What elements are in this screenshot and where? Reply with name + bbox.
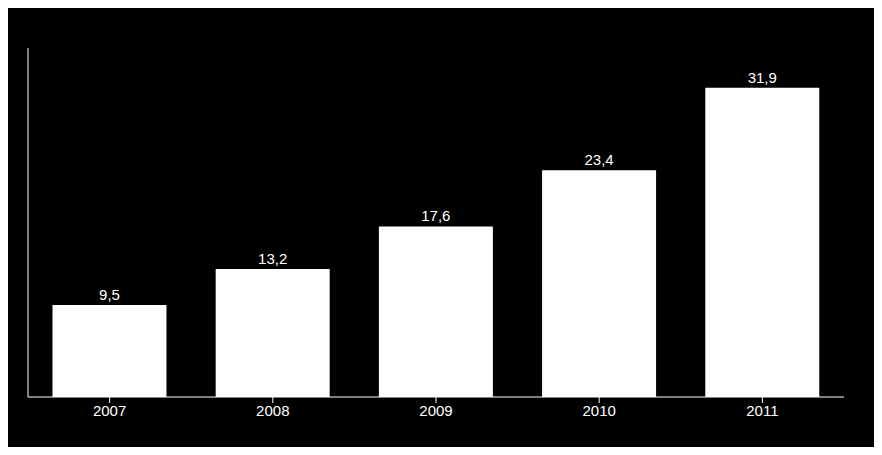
svg-text:31,9: 31,9 (748, 69, 777, 86)
svg-text:2007: 2007 (93, 402, 126, 419)
svg-text:9,5: 9,5 (99, 286, 120, 303)
svg-text:2011: 2011 (746, 402, 778, 419)
svg-text:17,6: 17,6 (421, 207, 450, 224)
svg-text:23,4: 23,4 (584, 151, 613, 168)
svg-text:2009: 2009 (419, 402, 452, 419)
svg-text:2008: 2008 (256, 402, 289, 419)
svg-text:13,2: 13,2 (258, 250, 287, 267)
svg-text:2010: 2010 (583, 402, 616, 419)
